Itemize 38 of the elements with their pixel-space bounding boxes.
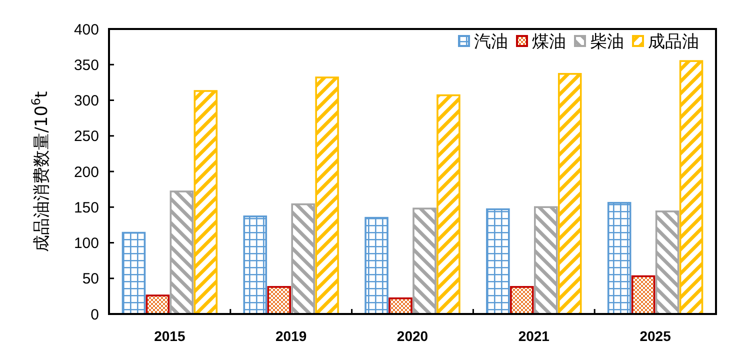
bar — [436, 94, 460, 315]
bar — [146, 294, 170, 315]
bar — [510, 286, 534, 315]
bar — [122, 232, 146, 315]
bar — [655, 210, 680, 315]
x-tick-label: 2019 — [276, 328, 307, 344]
y-tick-label: 100 — [74, 235, 99, 252]
y-tick-label: 350 — [74, 56, 99, 74]
bar — [534, 206, 558, 315]
x-tick-label: 2015 — [154, 328, 186, 344]
x-tick-label: 2020 — [396, 328, 428, 344]
bar — [607, 202, 632, 315]
bar — [412, 208, 436, 315]
bar — [364, 216, 388, 315]
bar — [558, 72, 582, 315]
y-tick-label: 250 — [74, 128, 99, 146]
bar — [388, 297, 412, 315]
bar — [631, 275, 656, 315]
x-tick-label: 2025 — [640, 328, 672, 344]
bar — [315, 76, 339, 315]
legend-label: 汽油 — [474, 32, 508, 52]
bar — [486, 208, 510, 315]
bar — [267, 286, 291, 315]
y-tick-label: 200 — [74, 164, 99, 181]
bar — [243, 215, 268, 315]
y-tick-label: 300 — [74, 92, 99, 110]
bar — [291, 203, 315, 315]
legend-label: 成品油 — [648, 32, 699, 52]
y-tick-label: 50 — [82, 270, 99, 288]
y-tick-label: 0 — [90, 306, 99, 324]
x-tick-label: 2021 — [518, 328, 550, 344]
legend-label: 柴油 — [590, 32, 624, 52]
bar — [194, 90, 218, 315]
bar — [679, 60, 704, 315]
y-tick-label: 400 — [74, 21, 99, 38]
y-tick-label: 150 — [74, 199, 99, 216]
legend-label: 煤油 — [532, 32, 566, 52]
bar — [170, 190, 194, 315]
